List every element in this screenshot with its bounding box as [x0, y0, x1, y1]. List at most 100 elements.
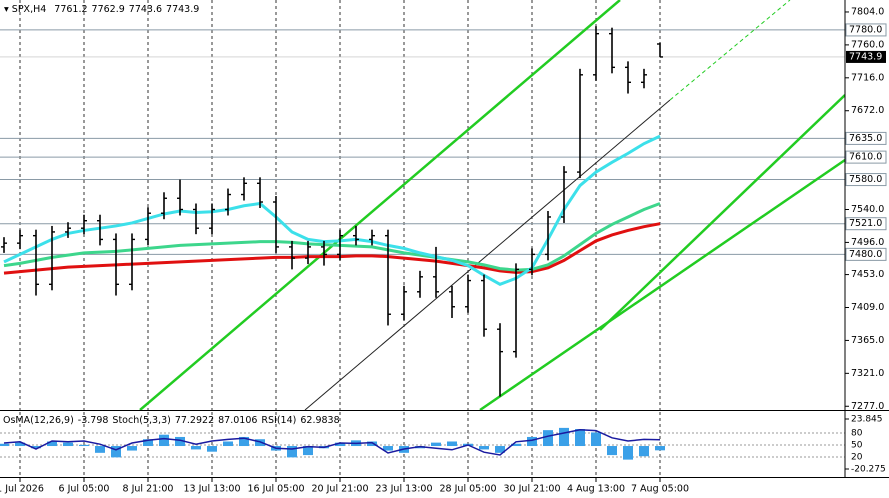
current-price-box	[846, 50, 886, 63]
x-tick-label: 1 Jul 2026	[0, 484, 44, 495]
y-tick-label: 7804.0	[851, 6, 884, 17]
price-layer	[1, 0, 845, 410]
y-tick-label: 7321.0	[851, 368, 884, 379]
trend-line	[304, 99, 671, 410]
osma-label: OsMA(12,26,9)	[3, 415, 74, 426]
x-tick-label: 13 Jul 13:00	[184, 484, 241, 495]
rsi-line	[3, 429, 661, 456]
osma-bar	[303, 446, 313, 456]
osma-bar	[591, 432, 601, 447]
x-tick-label: 6 Jul 05:00	[59, 484, 110, 495]
x-tick-label: 30 Jul 21:00	[504, 484, 561, 495]
y-tick-label: 7760.0	[851, 39, 884, 50]
x-tick-label: 16 Jul 05:00	[248, 484, 305, 495]
osma-bar	[495, 446, 505, 453]
symbol: SPX,H4	[12, 4, 46, 15]
y-tick-label: 7409.0	[851, 302, 884, 313]
axis-layer: 1 Jul 2026 6 Jul 05:00 8 Jul 21:00 13 Jul 1…	[0, 6, 887, 495]
osma-bar	[31, 446, 41, 449]
indicator-header: OsMA(12,26,9) -3.798 Stoch(5,3,3) 77.2922 87…	[3, 415, 340, 426]
y-tick-label: 7277.0	[851, 401, 884, 412]
osma-bar	[607, 446, 617, 456]
osma-bar	[95, 446, 105, 453]
level-label: 7610.0	[849, 152, 882, 163]
moving-average	[3, 134, 661, 286]
osma-bar	[623, 446, 633, 460]
x-tick-label: 23 Jul 13:00	[376, 484, 433, 495]
osma-bar	[223, 441, 233, 447]
osma-bar	[143, 439, 153, 447]
y-tick-label: 7365.0	[851, 335, 884, 346]
x-tick-label: 4 Aug 13:00	[567, 484, 625, 495]
channel-line	[599, 94, 845, 331]
osma-bar	[15, 442, 25, 447]
osma-tick-label: -20.275	[851, 465, 886, 475]
level-layer	[0, 29, 845, 255]
x-tick-label: 8 Jul 21:00	[123, 484, 174, 495]
indicator-layer	[0, 427, 665, 460]
level-box	[845, 131, 887, 145]
rsi-tick-label: 80	[851, 429, 863, 439]
level-label: 7780.0	[849, 24, 882, 35]
osma-bar	[239, 436, 249, 447]
header-low: 7743.6	[129, 4, 162, 15]
channel-line	[479, 158, 845, 410]
rsi-tick-label: 20	[851, 453, 863, 463]
osma-bar	[0, 443, 9, 447]
osma-bar	[47, 441, 57, 447]
osma-bar	[543, 430, 553, 447]
moving-average	[3, 202, 661, 272]
current-price-label: 7743.9	[849, 51, 882, 62]
osma-value: -3.798	[78, 415, 109, 426]
level-label: 7521.0	[849, 218, 882, 229]
osma-bar	[159, 434, 169, 447]
level-box	[845, 23, 887, 37]
header-close: 7743.9	[166, 4, 199, 15]
rsi-tick-label: 50	[851, 441, 863, 451]
level-label: 7635.0	[849, 133, 882, 144]
level-box	[845, 247, 887, 261]
stoch-k: 77.2922	[175, 415, 214, 426]
osma-bar	[383, 446, 393, 451]
osma-bar	[575, 429, 585, 447]
x-tick-label: 20 Jul 21:00	[312, 484, 369, 495]
level-box	[845, 217, 887, 231]
osma-bar	[559, 427, 569, 447]
osma-bar	[447, 441, 457, 447]
header-icon: ▾	[4, 4, 12, 15]
x-tick-label: 7 Aug 05:00	[631, 484, 689, 495]
channel-line	[139, 0, 621, 410]
level-label: 7580.0	[849, 174, 882, 185]
osma-bar	[127, 446, 137, 451]
osma-bar	[287, 446, 297, 458]
osma-bar	[511, 443, 521, 447]
osma-bar	[655, 446, 665, 451]
osma-bar	[479, 446, 489, 450]
osma-bar	[639, 446, 649, 457]
level-box	[845, 173, 887, 187]
level-label: 7480.0	[849, 249, 882, 260]
y-tick-label: 7496.0	[851, 237, 884, 248]
osma-bar	[207, 446, 217, 452]
rsi-label: RSI(14)	[261, 415, 296, 426]
osma-bar	[63, 442, 73, 447]
moving-average	[3, 222, 661, 275]
chart-header: ▾ SPX,H4 7761.2 7762.9 7743.6 7743.9	[4, 4, 199, 15]
osma-bar	[79, 444, 89, 447]
osma-bar	[191, 446, 201, 450]
header-high: 7762.9	[92, 4, 125, 15]
y-tick-label: 7672.0	[851, 105, 884, 116]
osma-tick-label: 23.845	[851, 415, 883, 425]
stoch-label: Stoch(5,3,3)	[112, 415, 170, 426]
osma-bar	[255, 439, 265, 447]
y-tick-label: 7716.0	[851, 72, 884, 83]
y-tick-label: 7453.0	[851, 269, 884, 280]
osma-bar	[431, 442, 441, 447]
osma-bar	[175, 436, 185, 447]
x-tick-label: 28 Jul 05:00	[440, 484, 497, 495]
level-box	[845, 150, 887, 164]
trend-extension	[669, 0, 791, 101]
osma-bar	[527, 436, 537, 447]
stoch-d: 87.0106	[218, 415, 257, 426]
